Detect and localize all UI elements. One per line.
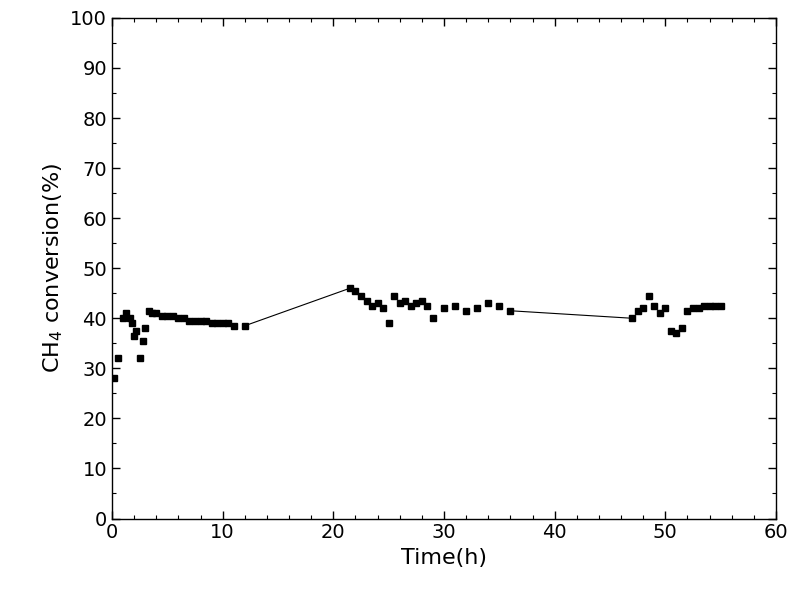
Y-axis label: CH$_4$ conversion(%): CH$_4$ conversion(%): [41, 163, 65, 373]
X-axis label: Time(h): Time(h): [401, 548, 487, 568]
